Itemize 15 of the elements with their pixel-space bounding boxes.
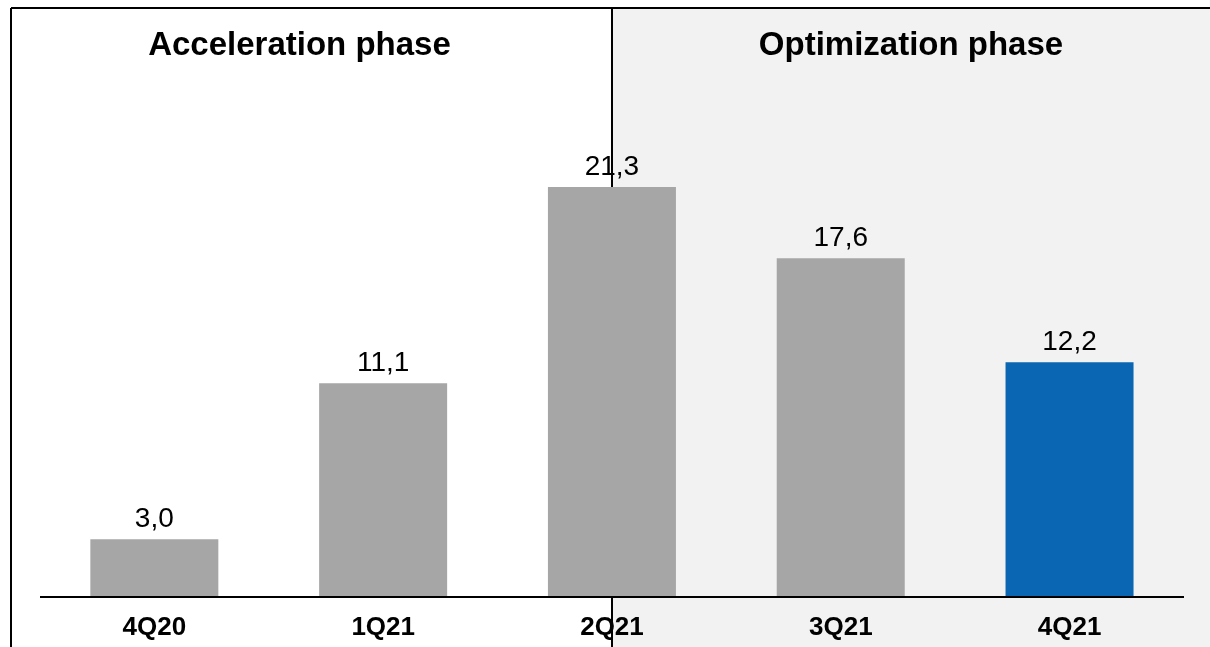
x-tick-label: 4Q21 [1037,611,1102,642]
bar [319,383,448,597]
bar [1005,362,1134,597]
band-label: Optimization phase [758,25,1064,62]
bar [776,258,905,597]
data-label: 11,1 [356,346,410,378]
text: Acceleration phase [148,25,451,62]
data-label: 3,0 [134,502,174,534]
x-tick-label: 1Q21 [351,611,415,642]
bar [547,187,676,597]
bar [90,539,219,597]
x-tick-label: 3Q21 [809,611,873,642]
data-label: 17,6 [813,221,868,253]
data-label: 12,2 [1042,325,1097,357]
x-tick-label: 4Q20 [122,611,187,642]
